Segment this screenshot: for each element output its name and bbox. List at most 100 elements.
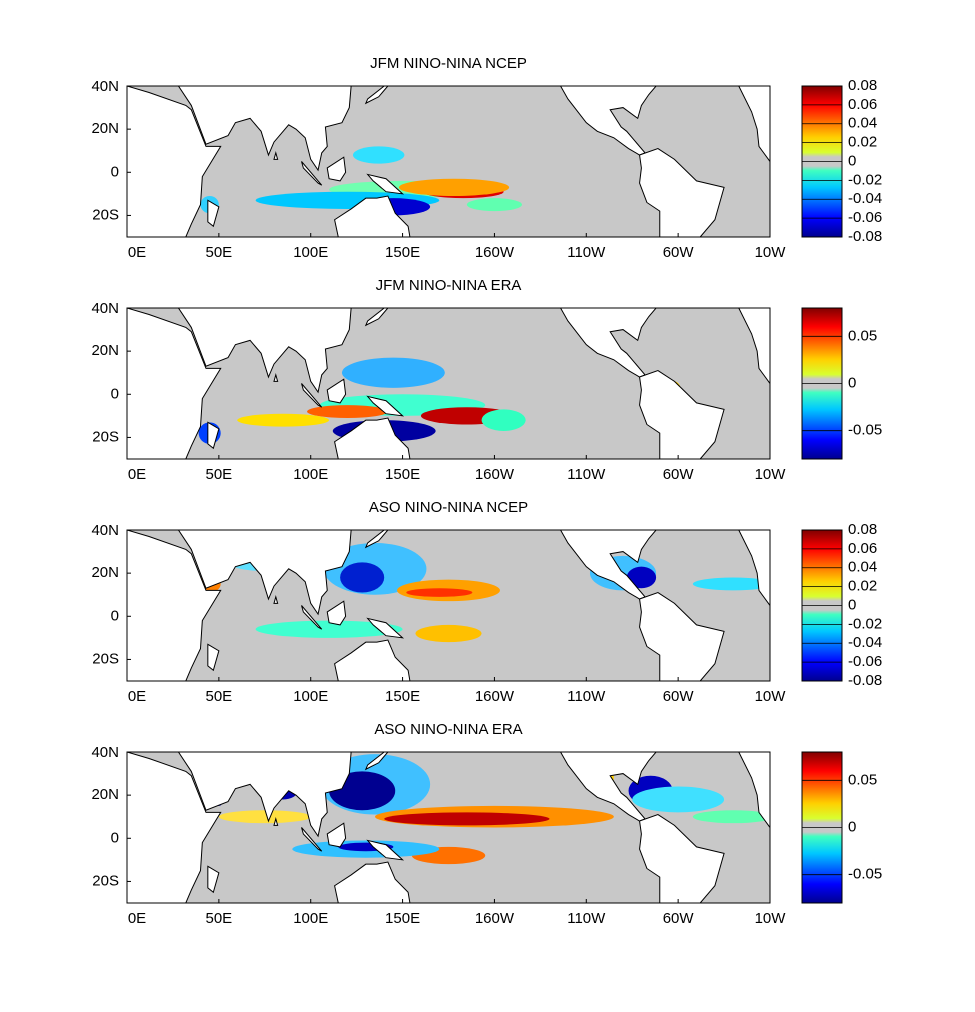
- land: [334, 417, 411, 459]
- anomaly-region: [398, 178, 510, 197]
- anomaly-region: [415, 624, 482, 643]
- y-tick-label: 0: [111, 829, 119, 846]
- y-tick-label: 20N: [91, 786, 119, 803]
- x-tick-label: 10W: [755, 244, 787, 261]
- land: [738, 86, 770, 163]
- x-tick-label: 10W: [755, 910, 787, 927]
- land: [326, 600, 347, 626]
- land: [177, 530, 352, 616]
- x-tick-label: 50E: [206, 244, 233, 261]
- map-area: [127, 308, 770, 459]
- land: [559, 86, 657, 156]
- map-area: [127, 752, 770, 903]
- x-tick-label: 0E: [128, 688, 146, 705]
- colorbar-tick-label: 0.08: [848, 77, 877, 94]
- colorbar-tick-label: 0: [848, 152, 856, 169]
- land: [559, 308, 657, 378]
- land: [334, 861, 411, 903]
- colorbar-tick-label: 0: [848, 818, 856, 835]
- colorbar-tick-label: -0.06: [848, 209, 882, 226]
- land: [364, 530, 389, 549]
- x-tick-label: 100E: [293, 466, 328, 483]
- land: [639, 814, 725, 903]
- map-frame: [126, 85, 771, 238]
- panel-title: JFM NINO-NINA ERA: [376, 277, 522, 294]
- land: [273, 595, 279, 604]
- anomaly-region: [341, 357, 445, 388]
- x-tick-label: 50E: [206, 466, 233, 483]
- land: [738, 308, 770, 385]
- map-frame: [126, 529, 771, 682]
- colorbar-tick-label: 0.08: [848, 521, 877, 538]
- colorbar-tick-label: 0.02: [848, 578, 877, 595]
- land: [639, 592, 725, 681]
- x-tick-label: 0E: [128, 910, 146, 927]
- land: [207, 421, 220, 450]
- land: [273, 817, 279, 826]
- y-tick-label: 20S: [92, 872, 119, 889]
- x-tick-label: 150E: [385, 688, 420, 705]
- map-frame: [126, 751, 771, 904]
- colorbar-tick-label: -0.05: [848, 422, 882, 439]
- x-tick-label: 100E: [293, 688, 328, 705]
- colorbar-tick-label: -0.08: [848, 228, 882, 245]
- colorbar-tick-label: 0.05: [848, 771, 877, 788]
- land: [207, 199, 220, 228]
- colorbar-tick-label: 0.06: [848, 96, 877, 113]
- x-tick-label: 110W: [567, 688, 606, 705]
- anomaly-region: [406, 588, 473, 597]
- anomaly-region: [481, 409, 526, 431]
- x-tick-label: 110W: [567, 244, 606, 261]
- x-tick-label: 110W: [567, 910, 606, 927]
- y-tick-label: 20N: [91, 342, 119, 359]
- map-panel: ASO NINO-NINA ERA 0E 50E 100E 150E 160W 110W 60…: [91, 721, 882, 927]
- land: [273, 151, 279, 160]
- colorbar-tick-label: -0.08: [848, 672, 882, 689]
- land: [738, 530, 770, 607]
- x-tick-label: 160W: [475, 244, 515, 261]
- land: [326, 822, 347, 848]
- x-tick-label: 160W: [475, 466, 515, 483]
- x-tick-label: 60W: [663, 910, 695, 927]
- y-tick-label: 40N: [91, 744, 119, 761]
- colorbar-tick-label: 0.05: [848, 327, 877, 344]
- land: [559, 752, 657, 822]
- anomaly-region: [340, 562, 385, 593]
- x-tick-label: 100E: [293, 910, 328, 927]
- land: [364, 86, 389, 105]
- x-tick-label: 10W: [755, 688, 787, 705]
- land: [127, 752, 222, 903]
- y-tick-label: 20S: [92, 428, 119, 445]
- colorbar-tick-label: 0: [848, 374, 856, 391]
- land: [326, 378, 347, 404]
- land: [326, 156, 347, 182]
- colorbar-tick-label: 0.06: [848, 540, 877, 557]
- x-tick-label: 50E: [206, 910, 233, 927]
- x-tick-label: 150E: [385, 244, 420, 261]
- anomaly-region: [692, 810, 770, 824]
- colorbar-tick-label: -0.02: [848, 171, 882, 188]
- x-tick-label: 0E: [128, 466, 146, 483]
- anomaly-region: [307, 405, 388, 419]
- anomaly-region: [352, 146, 405, 164]
- y-tick-label: 20N: [91, 564, 119, 581]
- colorbar-tick-label: -0.06: [848, 653, 882, 670]
- land: [639, 148, 725, 237]
- land: [207, 643, 220, 672]
- land: [177, 86, 352, 172]
- colorbar-tick-label: 0.02: [848, 134, 877, 151]
- map-frame: [126, 307, 771, 460]
- land: [364, 308, 389, 327]
- land: [334, 195, 411, 237]
- land: [334, 639, 411, 681]
- land: [301, 161, 323, 186]
- map-panel: ASO NINO-NINA NCEP 0E 50E 100E 150E 160W 110W 6…: [91, 499, 882, 705]
- land: [559, 530, 657, 600]
- land: [127, 86, 222, 237]
- land: [301, 605, 323, 630]
- land: [639, 370, 725, 459]
- land: [127, 308, 222, 459]
- land: [127, 530, 222, 681]
- anomaly-region: [237, 413, 330, 427]
